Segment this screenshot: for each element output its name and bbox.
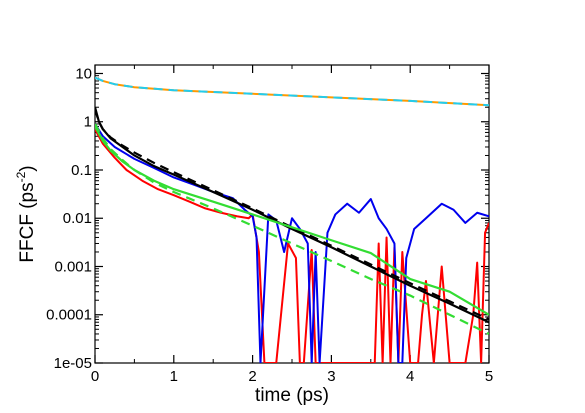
series-line-1 bbox=[95, 76, 489, 107]
series-layer bbox=[95, 76, 489, 363]
series-line-5 bbox=[95, 109, 489, 321]
series-line-6 bbox=[95, 125, 489, 316]
y-tick-label: 0.001 bbox=[54, 258, 92, 275]
x-tick-label: 4 bbox=[406, 368, 414, 385]
x-tick-label: 3 bbox=[327, 368, 335, 385]
x-tick-label: 1 bbox=[170, 368, 178, 385]
x-tick-label: 0 bbox=[91, 368, 99, 385]
y-tick-label: 0.0001 bbox=[46, 307, 92, 324]
axis-tick-labels: 0 1 2 3 4 5 10 1 0.1 0.01 0.001 0.0001 1e-05 bbox=[46, 65, 493, 385]
y-tick-label: 10 bbox=[75, 65, 92, 82]
y-tick-label: 1 bbox=[84, 114, 92, 131]
series-line-7 bbox=[95, 123, 489, 335]
y-tick-label: 0.1 bbox=[71, 162, 92, 179]
x-tick-label: 2 bbox=[248, 368, 256, 385]
y-axis-title: FFCF (ps-2) bbox=[14, 165, 38, 262]
x-axis-title: time (ps) bbox=[255, 385, 329, 406]
series-line-4 bbox=[95, 106, 489, 324]
series-line-2 bbox=[95, 128, 489, 363]
y-tick-label: 1e-05 bbox=[54, 355, 92, 372]
y-tick-label: 0.01 bbox=[63, 210, 92, 227]
axis-ticks bbox=[94, 65, 490, 364]
x-tick-label: 5 bbox=[485, 368, 493, 385]
